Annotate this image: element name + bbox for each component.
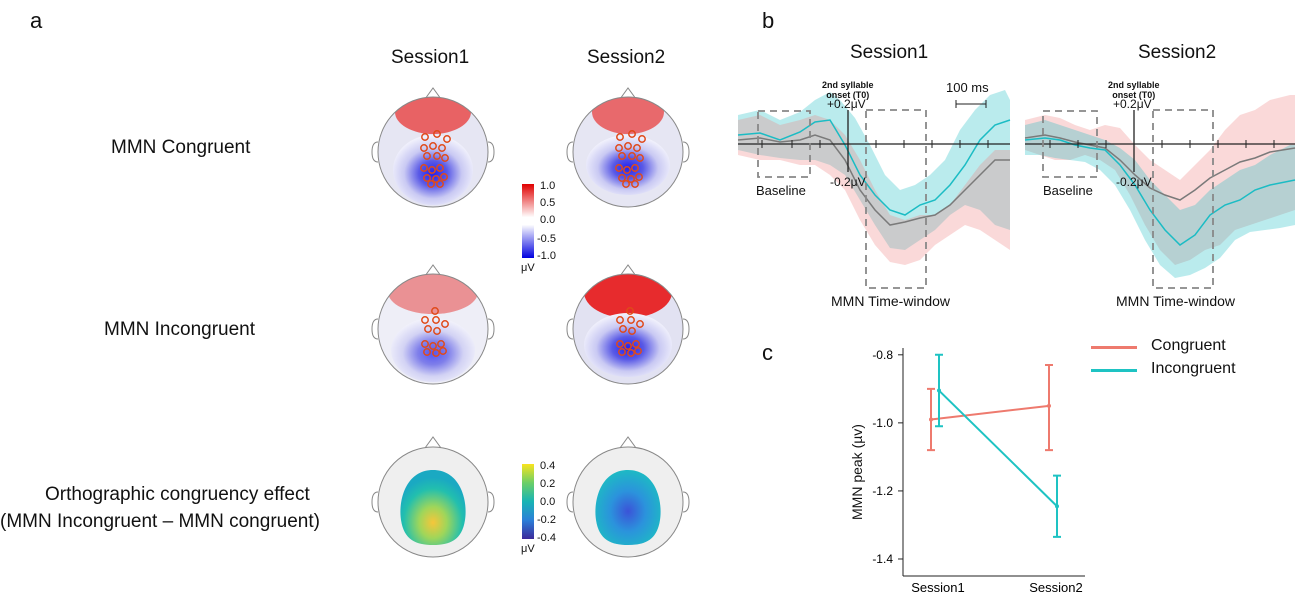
panel-a-session1-header: Session1 [391, 47, 470, 68]
series-line-congruent [930, 404, 1050, 421]
series-line-incongruent [938, 389, 1058, 507]
legend-swatch-congruent [1091, 346, 1137, 349]
cb-rb-tick-3: 0.0 [540, 214, 556, 226]
legend-label-congruent: Congruent [1151, 337, 1226, 354]
cb-rb-tick-4: -0.5 [537, 233, 556, 245]
cb-rb-tick-1: 1.0 [540, 180, 556, 192]
x-tick-label-1: Session2 [1029, 580, 1082, 595]
cb-rb-tick-5: -1.0 [537, 250, 556, 262]
cb-par-tick-2: 0.2 [540, 478, 556, 490]
topomap-congruent-session1 [371, 87, 495, 208]
topomap-ortho-session1 [371, 436, 495, 558]
panel-a-letter: a [30, 8, 43, 33]
onset-label-s1: 2nd syllable onset (T0) [822, 80, 874, 100]
panel-b-session2-header: Session2 [1138, 42, 1217, 63]
y-tick-label-1: -1.0 [872, 416, 893, 430]
erp-session1 [737, 90, 1011, 289]
onset-label-s2-line2: onset (T0) [1112, 90, 1156, 100]
cb-rb-tick-2: 0.5 [540, 197, 556, 209]
x-tick-label-0: Session1 [911, 580, 964, 595]
topomap-congruent-session2 [566, 87, 690, 208]
electrodes-congruent-s2 [615, 130, 646, 188]
y-tick-label-3: -1.4 [872, 552, 893, 566]
cb-par-tick-5: -0.4 [537, 532, 556, 544]
cb-par-tick-1: 0.4 [540, 460, 556, 472]
neg-amp-s2: -0.2μV [1116, 175, 1152, 189]
topomap-ortho-session2 [566, 436, 690, 558]
window-label-s2: MMN Time-window [1116, 293, 1236, 309]
baseline-label-s2: Baseline [1043, 183, 1093, 198]
cb-par-unit: μV [521, 543, 535, 555]
topomap-incongruent-session2 [566, 264, 690, 385]
point-congruent-0 [929, 417, 933, 422]
scale-bar-label: 100 ms [946, 80, 989, 95]
cb-par-tick-4: -0.2 [537, 514, 556, 526]
y-tick-label-0: -0.8 [872, 348, 893, 362]
panel-a-session2-header: Session2 [587, 47, 666, 68]
onset-label-s2-line1: 2nd syllable [1108, 80, 1160, 90]
pos-amp-s1: +0.2μV [827, 97, 866, 111]
point-congruent-1 [1047, 403, 1051, 408]
electrodes-incongruent-s2 [616, 307, 644, 357]
electrodes-incongruent-s1 [421, 307, 449, 357]
point-incongruent-0 [937, 388, 941, 393]
row-label-mmn-congruent: MMN Congruent [111, 137, 251, 158]
y-tick-label-2: -1.2 [872, 484, 893, 498]
colorbar-parula [522, 464, 534, 539]
colorbar-red-blue [522, 184, 534, 258]
topomap-incongruent-session1 [371, 264, 495, 385]
erp-session2 [1024, 95, 1296, 289]
pos-amp-s2: +0.2μV [1113, 97, 1152, 111]
baseline-label-s1: Baseline [756, 183, 806, 198]
panel-b-session1-header: Session1 [850, 42, 929, 63]
electrodes-congruent-s1 [420, 130, 451, 188]
row-label-mmn-incongruent: MMN Incongruent [104, 319, 256, 340]
point-incongruent-1 [1055, 504, 1059, 509]
onset-label-s1-line1: 2nd syllable [822, 80, 874, 90]
onset-label-s1-line2: onset (T0) [826, 90, 870, 100]
legend-swatch-incongruent [1091, 369, 1137, 372]
panel-b-letter: b [762, 8, 775, 33]
cb-par-tick-3: 0.0 [540, 496, 556, 508]
row-label-ortho-line2: (MMN Incongruent – MMN congruent) [0, 511, 320, 532]
neg-amp-s1: -0.2μV [830, 175, 866, 189]
panel-c-letter: c [762, 340, 773, 365]
row-label-ortho-line1: Orthographic congruency effect [45, 484, 310, 505]
cb-rb-unit: μV [521, 262, 535, 274]
window-label-s1: MMN Time-window [831, 293, 951, 309]
onset-label-s2: 2nd syllable onset (T0) [1108, 80, 1160, 100]
legend-label-incongruent: Incongruent [1151, 360, 1236, 377]
